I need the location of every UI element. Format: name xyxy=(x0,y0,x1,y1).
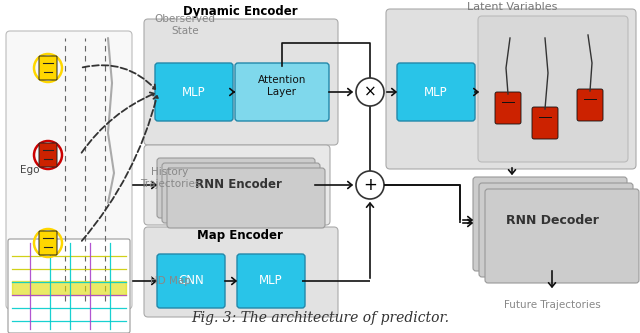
Text: CNN: CNN xyxy=(178,274,204,287)
FancyBboxPatch shape xyxy=(157,158,315,218)
Text: Map Encoder: Map Encoder xyxy=(197,228,283,241)
FancyBboxPatch shape xyxy=(478,16,628,162)
Text: Future Trajectories: Future Trajectories xyxy=(504,300,600,310)
FancyBboxPatch shape xyxy=(8,239,130,333)
Text: RNN Decoder: RNN Decoder xyxy=(506,213,598,226)
FancyBboxPatch shape xyxy=(577,89,603,121)
FancyBboxPatch shape xyxy=(386,9,636,169)
FancyBboxPatch shape xyxy=(485,189,639,283)
Circle shape xyxy=(356,78,384,106)
Text: HD Map: HD Map xyxy=(150,276,191,286)
Text: History
Trajectories: History Trajectories xyxy=(140,167,200,189)
FancyBboxPatch shape xyxy=(39,56,57,80)
FancyBboxPatch shape xyxy=(479,183,633,277)
Text: Dynamic Encoder: Dynamic Encoder xyxy=(182,5,298,18)
Text: Oberserved
State: Oberserved State xyxy=(154,14,216,36)
Text: ×: × xyxy=(364,85,376,100)
FancyBboxPatch shape xyxy=(39,143,57,167)
FancyBboxPatch shape xyxy=(155,63,233,121)
Text: Fig. 3: The architecture of predictor.: Fig. 3: The architecture of predictor. xyxy=(191,311,449,325)
FancyBboxPatch shape xyxy=(6,31,132,309)
FancyBboxPatch shape xyxy=(473,177,627,271)
Text: Latent Variables: Latent Variables xyxy=(467,2,557,12)
FancyBboxPatch shape xyxy=(144,19,338,145)
FancyBboxPatch shape xyxy=(162,163,320,223)
FancyBboxPatch shape xyxy=(397,63,475,121)
FancyBboxPatch shape xyxy=(495,92,521,124)
Text: Attention
Layer: Attention Layer xyxy=(258,75,306,97)
FancyBboxPatch shape xyxy=(237,254,305,308)
Text: MLP: MLP xyxy=(424,86,448,99)
FancyBboxPatch shape xyxy=(157,254,225,308)
FancyBboxPatch shape xyxy=(39,231,57,255)
FancyBboxPatch shape xyxy=(167,168,325,228)
FancyBboxPatch shape xyxy=(144,227,338,317)
Text: Ego: Ego xyxy=(20,165,40,175)
Circle shape xyxy=(356,171,384,199)
FancyBboxPatch shape xyxy=(532,107,558,139)
Text: +: + xyxy=(363,176,377,194)
Text: MLP: MLP xyxy=(259,274,283,287)
FancyBboxPatch shape xyxy=(235,63,329,121)
FancyBboxPatch shape xyxy=(144,145,330,225)
Text: MLP: MLP xyxy=(182,86,206,99)
Text: RNN Encoder: RNN Encoder xyxy=(195,178,282,191)
